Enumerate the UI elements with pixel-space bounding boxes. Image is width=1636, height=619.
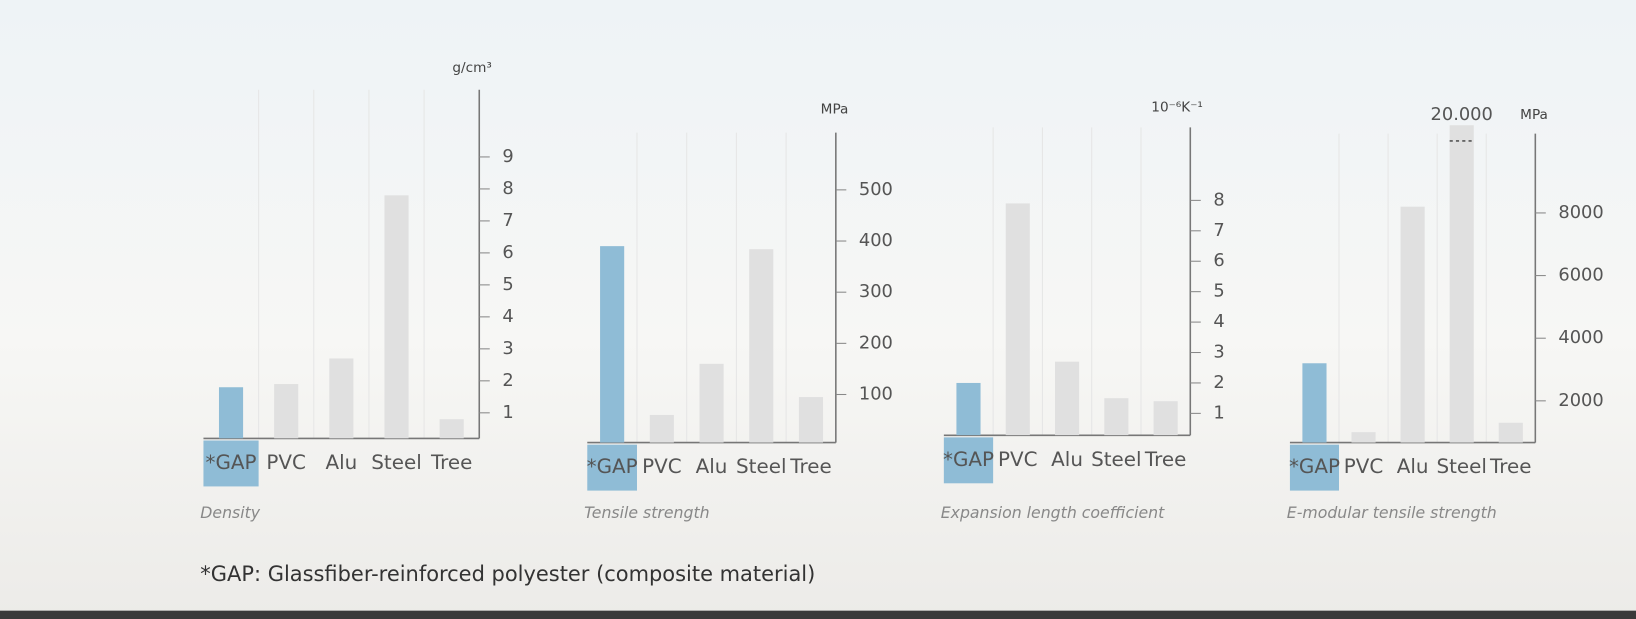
category-highlight (943, 437, 994, 484)
x-tick-label: *GAP (587, 455, 638, 478)
footnote: *GAP: Glassfiber-reinforced polyester (c… (200, 562, 815, 586)
x-tick-label: Alu (1051, 448, 1083, 471)
bar (1153, 401, 1178, 436)
y-tick-label: 2000 (1558, 390, 1603, 411)
bottom-bar (0, 610, 1636, 619)
chart-title: Tensile strength (584, 503, 709, 522)
y-tick-label: 3 (502, 338, 513, 359)
axis-unit: MPa (1520, 107, 1548, 123)
x-tick-label: Alu (696, 455, 728, 478)
x-tick-label: *GAP (943, 448, 994, 471)
category-highlight (587, 444, 637, 491)
bar (798, 397, 824, 443)
category-highlight (1289, 444, 1340, 491)
x-tick-label: Tree (1144, 448, 1186, 471)
bar (749, 249, 774, 443)
x-tick-label: Alu (1397, 455, 1429, 478)
chart-title: E-modular tensile strength (1287, 503, 1497, 522)
x-tick-label: PVC (266, 451, 306, 474)
bar (1449, 125, 1474, 443)
x-tick-label: *GAP (1289, 455, 1340, 478)
y-tick-label: 4000 (1558, 327, 1603, 348)
y-tick-label: 300 (859, 281, 893, 302)
bar (1055, 361, 1080, 436)
y-tick-label: 9 (502, 146, 513, 167)
y-tick-label: 4 (1213, 311, 1224, 332)
axis-unit: 10⁻⁶K⁻¹ (1151, 100, 1203, 116)
bar (1498, 422, 1523, 443)
y-tick-label: 100 (859, 384, 893, 405)
y-tick-label: 400 (859, 230, 893, 251)
y-tick-label: 3 (1213, 342, 1224, 363)
x-tick-label: PVC (998, 448, 1038, 471)
bar (956, 382, 981, 436)
y-tick-label: 1 (502, 402, 513, 423)
x-tick-label: Steel (736, 455, 786, 478)
axis-unit: g/cm³ (452, 60, 491, 76)
y-tick-label: 4 (502, 306, 513, 327)
axis-unit: MPa (821, 102, 849, 118)
x-tick-label: Steel (1436, 455, 1486, 478)
y-tick-label: 8000 (1558, 202, 1603, 223)
bar (600, 246, 625, 443)
chart-title: Density (200, 503, 260, 522)
y-tick-label: 2 (502, 370, 513, 391)
y-tick-label: 8 (502, 178, 513, 199)
x-tick-label: Tree (789, 455, 831, 478)
x-tick-label: *GAP (206, 451, 257, 474)
y-tick-label: 6 (1213, 250, 1224, 271)
value-label: 20.000 (1431, 104, 1493, 125)
bar (649, 414, 674, 443)
bar (1302, 363, 1327, 443)
bar (218, 387, 244, 439)
x-tick-label: Steel (371, 451, 421, 474)
bar (1400, 206, 1425, 443)
category-highlight (203, 440, 259, 487)
y-tick-label: 5 (1213, 281, 1224, 302)
bar (439, 419, 464, 439)
y-tick-label: 7 (1213, 220, 1224, 241)
bar (329, 358, 354, 439)
chart-title: Expansion length coefficient (941, 503, 1165, 522)
x-tick-label: PVC (642, 455, 682, 478)
x-tick-label: PVC (1344, 455, 1384, 478)
y-tick-label: 1 (1213, 402, 1224, 423)
y-tick-label: 7 (502, 210, 513, 231)
y-tick-label: 8 (1213, 189, 1224, 210)
x-tick-label: Tree (430, 451, 472, 474)
bar (1005, 203, 1030, 436)
y-tick-label: 200 (859, 332, 893, 353)
bar (699, 363, 724, 443)
y-tick-label: 6 (502, 242, 513, 263)
y-tick-label: 5 (502, 274, 513, 295)
bar (274, 384, 299, 439)
x-tick-label: Tree (1489, 455, 1531, 478)
y-tick-label: 2 (1213, 372, 1224, 393)
y-tick-label: 6000 (1558, 265, 1603, 286)
x-tick-label: Alu (325, 451, 357, 474)
bar (1351, 432, 1376, 443)
bar (384, 195, 409, 439)
y-tick-label: 500 (859, 179, 893, 200)
bar (1104, 398, 1129, 436)
x-tick-label: Steel (1091, 448, 1141, 471)
